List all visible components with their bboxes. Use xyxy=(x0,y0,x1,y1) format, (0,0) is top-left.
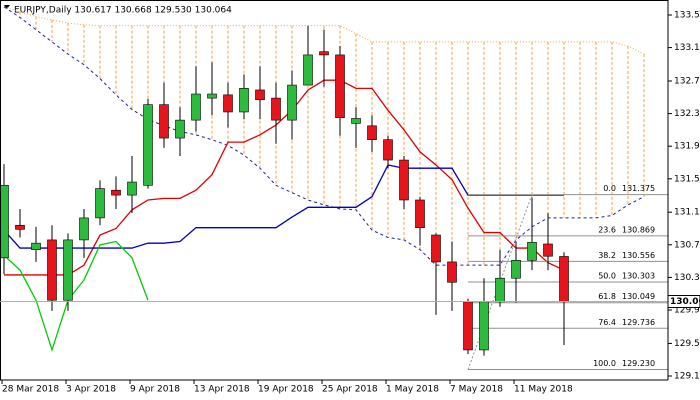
x-tick-label: 25 Apr 2018 xyxy=(322,385,378,395)
candle-body xyxy=(207,93,217,99)
candle-body xyxy=(511,259,521,279)
candle-body xyxy=(431,234,441,263)
candle-body xyxy=(335,54,345,118)
fib-level-price: 131.375 xyxy=(622,184,655,193)
candle-body xyxy=(159,104,169,139)
candle-body xyxy=(191,93,201,121)
y-tick-label: 130.760 xyxy=(674,240,700,250)
y-tick-label: 132.370 xyxy=(674,109,700,119)
candle-body xyxy=(351,118,361,124)
candle-body xyxy=(399,159,409,201)
candle-body xyxy=(447,261,457,283)
candle-body xyxy=(415,199,425,228)
candle-body xyxy=(47,239,57,301)
candle-body xyxy=(367,125,377,140)
candle-body xyxy=(543,243,553,257)
last-price-label: 130.064 xyxy=(670,297,700,307)
candle-body xyxy=(143,104,153,186)
fib-level-price: 130.303 xyxy=(622,272,655,281)
fib-level-price: 130.049 xyxy=(622,292,655,301)
candle-body xyxy=(479,301,489,351)
candle-body xyxy=(287,84,297,121)
fib-level-price: 129.230 xyxy=(622,359,655,368)
indicator-line xyxy=(3,240,149,353)
x-tick-label: 3 Apr 2018 xyxy=(66,385,116,395)
x-tick-label: 28 Mar 2018 xyxy=(2,385,59,395)
x-tick-label: 11 May 2018 xyxy=(514,385,573,395)
y-tick-label: 131.570 xyxy=(674,174,700,184)
last-price-box xyxy=(667,295,700,309)
cloud-upper xyxy=(3,6,645,55)
fib-level-name: 0.0 xyxy=(603,184,616,193)
chart-title: EURJPY,Daily 130.617 130.668 129.530 130… xyxy=(14,6,232,16)
y-tick-label: 129.150 xyxy=(674,372,700,382)
indicator-line xyxy=(4,79,565,276)
fib-level-price: 130.556 xyxy=(622,251,655,260)
candle-body xyxy=(271,97,281,121)
candle-body xyxy=(31,242,41,250)
candle-body xyxy=(127,181,137,196)
fib-level-name: 76.4 xyxy=(598,318,616,327)
collapse-arrow xyxy=(4,5,10,9)
candle-body xyxy=(239,88,249,113)
candle-body xyxy=(527,242,537,261)
x-tick-label: 9 Apr 2018 xyxy=(130,385,180,395)
candle-body xyxy=(15,224,25,230)
cloud-lower xyxy=(3,6,645,266)
candle-body xyxy=(223,94,233,113)
candle-body xyxy=(255,89,265,101)
y-tick-label: 129.550 xyxy=(674,339,700,349)
candle-body xyxy=(559,256,569,302)
x-tick-label: 1 May 2018 xyxy=(386,385,439,395)
candle-body xyxy=(319,51,329,56)
y-tick-label: 130.360 xyxy=(674,273,700,283)
y-tick-label: 132.770 xyxy=(674,77,700,87)
y-tick-label: 131.970 xyxy=(674,142,700,152)
candle-body xyxy=(95,188,105,219)
candle-body xyxy=(383,139,393,161)
fib-level-price: 129.736 xyxy=(622,318,655,327)
y-tick-label: 131.160 xyxy=(674,208,700,218)
x-tick-label: 7 May 2018 xyxy=(450,385,503,395)
y-tick-label: 129.960 xyxy=(674,305,700,315)
candle-body xyxy=(463,301,473,351)
candle-body xyxy=(63,239,73,301)
fib-level-name: 100.0 xyxy=(593,359,616,368)
fib-level-name: 38.2 xyxy=(598,251,616,260)
candle-body xyxy=(495,277,505,303)
y-tick-label: 133.580 xyxy=(674,10,700,20)
fib-level-name: 23.6 xyxy=(598,225,616,234)
x-tick-label: 19 Apr 2018 xyxy=(258,385,314,395)
x-tick-label: 13 Apr 2018 xyxy=(194,385,250,395)
candle-body xyxy=(111,189,121,196)
fib-level-name: 61.8 xyxy=(598,292,616,301)
candle-body xyxy=(0,185,9,259)
candle-body xyxy=(303,54,313,86)
candle-body xyxy=(79,217,89,241)
y-tick-label: 133.180 xyxy=(674,43,700,53)
fib-level-price: 130.869 xyxy=(622,225,655,234)
candle-body xyxy=(175,119,185,139)
fib-level-name: 50.0 xyxy=(598,272,616,281)
